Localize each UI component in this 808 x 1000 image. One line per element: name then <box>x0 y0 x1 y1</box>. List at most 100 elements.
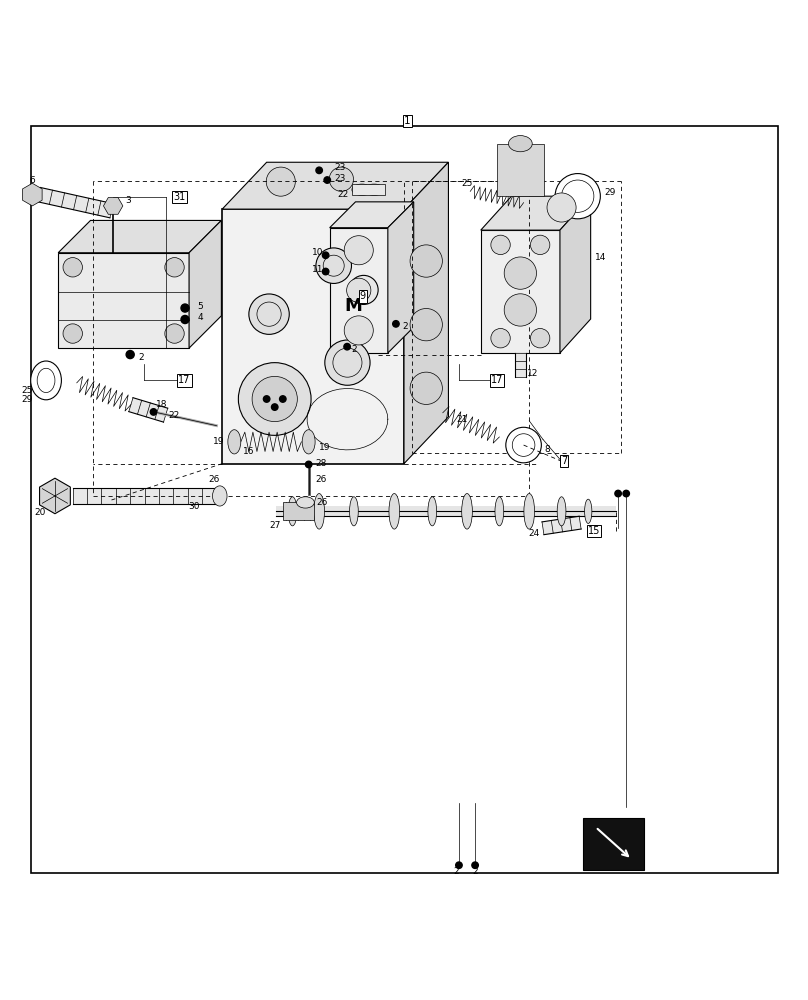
Circle shape <box>530 235 550 255</box>
Polygon shape <box>189 220 221 348</box>
Circle shape <box>324 177 330 183</box>
Polygon shape <box>23 183 42 206</box>
Text: 2: 2 <box>454 867 459 876</box>
Text: 20: 20 <box>35 508 46 517</box>
Circle shape <box>555 174 600 219</box>
Circle shape <box>150 409 157 415</box>
Ellipse shape <box>297 497 314 508</box>
Circle shape <box>472 862 478 868</box>
Bar <box>276 506 616 516</box>
Ellipse shape <box>584 499 591 523</box>
Text: 6: 6 <box>29 176 36 185</box>
Circle shape <box>616 491 621 496</box>
Polygon shape <box>222 162 448 209</box>
Circle shape <box>506 427 541 463</box>
Ellipse shape <box>228 430 241 454</box>
Text: 8: 8 <box>545 445 550 454</box>
Circle shape <box>410 372 443 404</box>
Ellipse shape <box>562 185 593 208</box>
Text: 2: 2 <box>473 867 478 876</box>
Text: 2: 2 <box>402 322 408 331</box>
Circle shape <box>316 248 351 283</box>
Text: 27: 27 <box>270 521 281 530</box>
Text: 26: 26 <box>317 498 328 507</box>
Circle shape <box>165 324 184 343</box>
Bar <box>497 144 544 196</box>
Ellipse shape <box>558 497 566 526</box>
Text: 30: 30 <box>188 502 200 511</box>
Polygon shape <box>542 516 581 535</box>
Ellipse shape <box>350 497 358 526</box>
Ellipse shape <box>461 494 473 529</box>
Ellipse shape <box>302 430 315 454</box>
Text: 15: 15 <box>587 526 600 536</box>
Circle shape <box>547 193 576 222</box>
Circle shape <box>344 316 373 345</box>
Circle shape <box>316 167 322 174</box>
Text: 25: 25 <box>461 179 473 188</box>
Text: 2: 2 <box>351 345 357 354</box>
Text: 24: 24 <box>528 529 540 538</box>
Text: 14: 14 <box>595 253 606 262</box>
Circle shape <box>393 321 399 327</box>
Ellipse shape <box>364 184 385 195</box>
Polygon shape <box>128 398 168 422</box>
Circle shape <box>410 309 443 341</box>
Circle shape <box>322 268 329 275</box>
Polygon shape <box>481 230 560 353</box>
Circle shape <box>330 167 354 191</box>
Text: 18: 18 <box>156 400 167 409</box>
Circle shape <box>456 862 462 868</box>
Text: 31: 31 <box>173 192 186 202</box>
Polygon shape <box>73 488 217 504</box>
Text: 11: 11 <box>312 265 323 274</box>
Polygon shape <box>330 202 414 228</box>
Text: 17: 17 <box>178 375 191 385</box>
Circle shape <box>490 235 511 255</box>
Text: 28: 28 <box>315 459 326 468</box>
Ellipse shape <box>508 136 532 152</box>
Ellipse shape <box>288 497 297 526</box>
Ellipse shape <box>213 486 227 506</box>
Text: 23: 23 <box>335 163 346 172</box>
Circle shape <box>263 396 270 402</box>
Text: 22: 22 <box>338 190 349 199</box>
Circle shape <box>181 304 189 312</box>
Circle shape <box>238 363 311 435</box>
Ellipse shape <box>31 361 61 400</box>
Circle shape <box>490 329 511 348</box>
Text: 25: 25 <box>21 386 32 395</box>
Polygon shape <box>222 209 404 464</box>
Polygon shape <box>58 253 189 348</box>
Circle shape <box>271 404 278 410</box>
Text: 21: 21 <box>457 415 468 424</box>
Ellipse shape <box>389 494 400 529</box>
Ellipse shape <box>495 497 503 526</box>
Polygon shape <box>103 197 123 214</box>
Circle shape <box>347 278 371 302</box>
Circle shape <box>165 258 184 277</box>
Circle shape <box>344 343 351 350</box>
Circle shape <box>504 294 537 326</box>
Circle shape <box>63 258 82 277</box>
Ellipse shape <box>524 494 535 529</box>
Circle shape <box>349 275 378 304</box>
Text: 17: 17 <box>490 375 503 385</box>
Ellipse shape <box>314 494 325 529</box>
Circle shape <box>344 236 373 265</box>
Circle shape <box>615 490 621 497</box>
Circle shape <box>512 434 535 456</box>
Text: 9: 9 <box>360 291 366 301</box>
Text: 12: 12 <box>527 369 538 378</box>
Circle shape <box>63 324 82 343</box>
Text: 22: 22 <box>168 411 179 420</box>
Text: 26: 26 <box>315 475 326 484</box>
Circle shape <box>305 461 312 468</box>
Text: 19: 19 <box>319 443 330 452</box>
Polygon shape <box>404 162 448 464</box>
Circle shape <box>504 257 537 289</box>
Text: 26: 26 <box>208 475 220 484</box>
Polygon shape <box>283 502 314 520</box>
Text: 4: 4 <box>197 313 203 322</box>
Text: 1: 1 <box>404 116 410 126</box>
